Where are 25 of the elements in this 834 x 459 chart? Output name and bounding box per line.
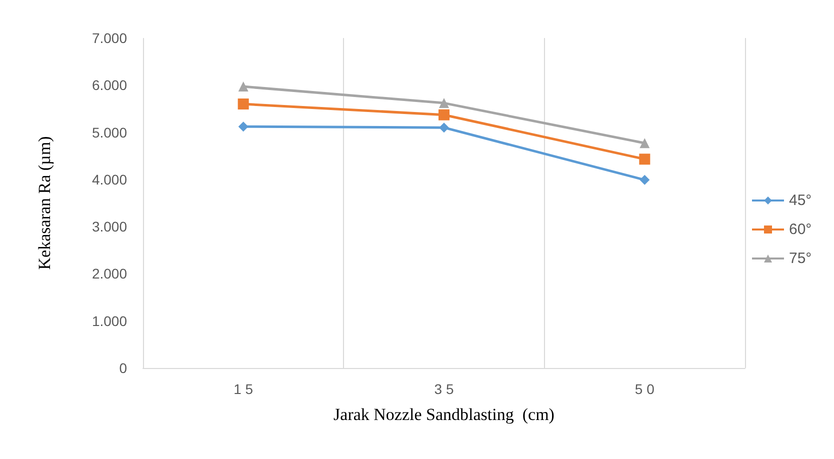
point xyxy=(439,122,449,133)
point xyxy=(639,154,650,165)
point xyxy=(238,82,248,92)
point xyxy=(640,138,650,148)
point xyxy=(238,98,249,110)
legend-label: 45° xyxy=(789,192,812,209)
y-axis-title: Kekasaran Ra (µm) xyxy=(35,136,54,270)
x-axis-title: Jarak Nozzle Sandblasting (cm) xyxy=(334,405,554,424)
x-tick-label: 5 0 xyxy=(634,381,655,397)
point xyxy=(438,109,450,120)
y-tick-label: 4.000 xyxy=(92,171,128,188)
y-tick-label: 5.000 xyxy=(92,124,128,140)
y-tick-label: 3.000 xyxy=(92,218,128,235)
point xyxy=(238,122,248,132)
point xyxy=(640,174,650,185)
legend-label: 75° xyxy=(789,250,812,267)
point xyxy=(439,98,449,108)
y-tick-label: 6.000 xyxy=(92,77,128,94)
legend-label: 60° xyxy=(789,221,812,238)
x-tick-label: 3 5 xyxy=(434,381,454,397)
x-tick-label: 1 5 xyxy=(234,381,254,397)
y-tick-label: 7.000 xyxy=(92,30,128,46)
y-tick-label: 0 xyxy=(119,360,128,376)
y-tick-label: 1.000 xyxy=(92,312,128,329)
y-tick-label: 2.000 xyxy=(92,266,128,282)
